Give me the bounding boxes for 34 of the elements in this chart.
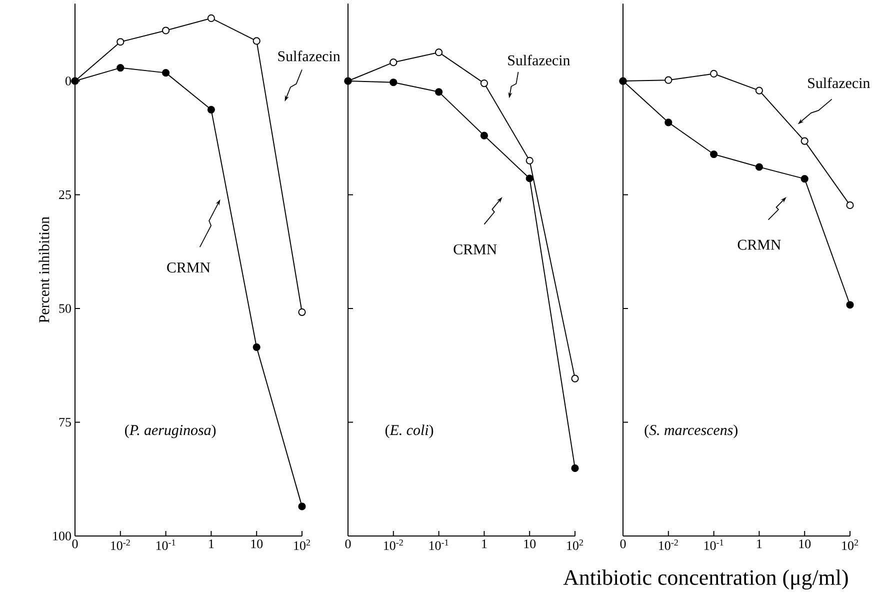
annotation: (E. coli) [385, 424, 434, 438]
x-tick-label: 0 [72, 540, 78, 548]
x-tick-label: 10$^{-2}$ [384, 540, 403, 550]
x-tick-label: 1 [209, 540, 214, 548]
x-tick-label: 10$^{2}$ [294, 540, 310, 550]
y-tick-label: 50 [59, 304, 71, 313]
x-tick-label: 10$^{-1}$ [704, 540, 724, 550]
annotation: (P. aeruginosa) [125, 424, 216, 438]
y-tick-label: 0 [66, 76, 71, 86]
y-tick-label: 25 [59, 190, 71, 200]
y-tick-label: 75 [59, 418, 71, 427]
series-label: Sulfazecin [508, 54, 570, 66]
text: CRMN [738, 240, 781, 250]
x-tick-label: 10$^{-1}$ [429, 540, 448, 550]
annotation: (S. marcescens) [644, 424, 738, 438]
x-tick-label: 10$^{-1}$ [156, 540, 176, 550]
y-axis-title: Percent inhibition [38, 216, 50, 323]
x-tick-label: 1 [757, 540, 762, 548]
text: Sulfazecin [808, 77, 870, 88]
x-tick-label: 1 [482, 540, 487, 548]
x-tick-label: 10 [799, 540, 811, 548]
x-tick-label: 10$^{2}$ [567, 540, 583, 550]
series-label: CRMN [167, 262, 210, 273]
x-tick-label: 10$^{-2}$ [111, 540, 130, 550]
x-tick-label: 10$^{-2}$ [659, 540, 678, 550]
x-tick-label: 10 [524, 540, 536, 548]
y-tick-label: 100 [53, 532, 71, 540]
x-tick-label: 0 [345, 540, 351, 548]
x-tick-label: 10 [251, 540, 263, 548]
x-tick-label: 10$^{2}$ [842, 540, 858, 550]
series-label: Sulfazecin [278, 50, 340, 62]
x-tick-label: 0 [620, 540, 626, 548]
x-axis-title: Antibiotic concentration (μg/ml) [563, 570, 848, 590]
text: CRMN [454, 244, 497, 254]
